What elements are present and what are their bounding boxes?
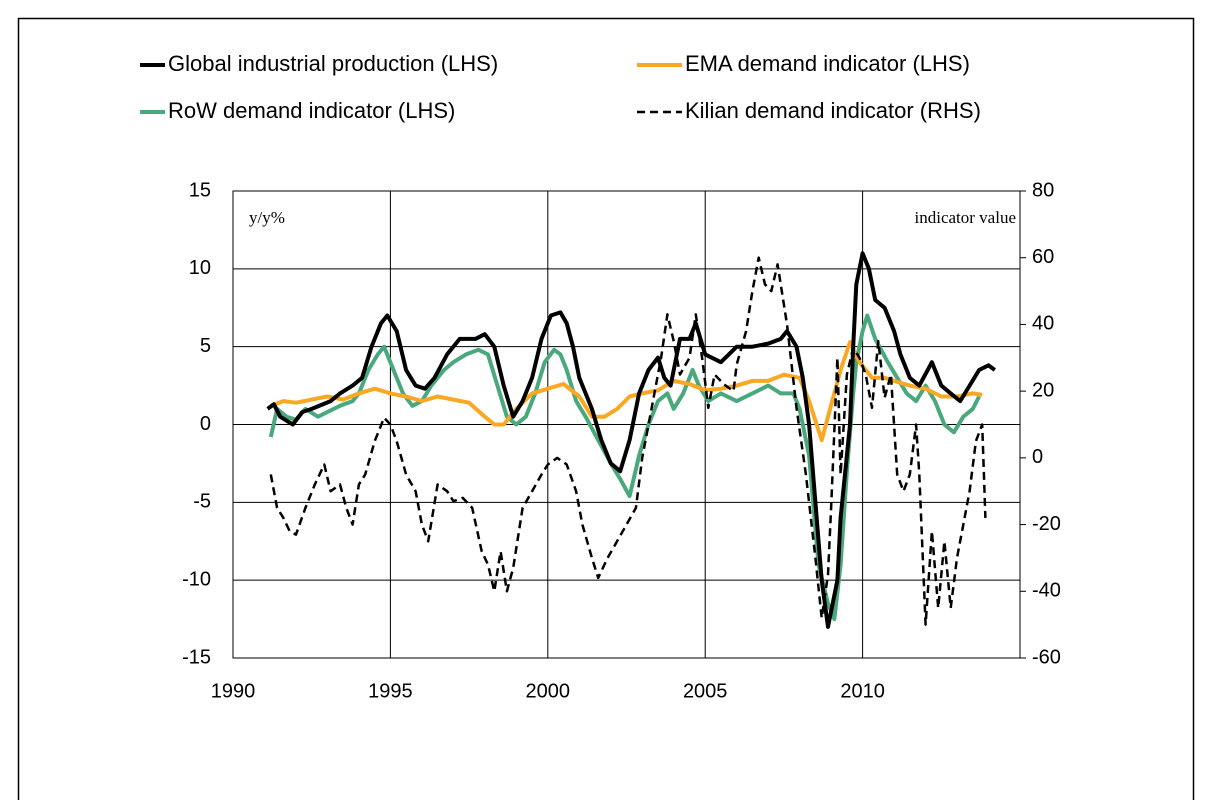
- y-tick-label: 15: [189, 179, 211, 201]
- y2-tick-label: 40: [1032, 313, 1054, 335]
- y-tick-label: -15: [182, 646, 211, 668]
- y2-axis-label: indicator value: [915, 208, 1017, 227]
- series-line: [270, 340, 983, 443]
- legend-label: Global industrial production (LHS): [168, 51, 498, 76]
- x-tick-label: 2010: [840, 680, 885, 702]
- series-line: [268, 313, 981, 622]
- legend-label: Kilian demand indicator (RHS): [685, 98, 981, 123]
- y-axis-label: y/y%: [249, 208, 285, 227]
- x-tick-label: 2005: [683, 680, 728, 702]
- series-line: [266, 251, 996, 629]
- frame: [17, 17, 1195, 800]
- x-tick-label: 1995: [368, 680, 413, 702]
- plot-border: [232, 190, 1021, 659]
- y2-tick-label: -60: [1032, 646, 1061, 668]
- y2-tick-label: 60: [1032, 246, 1054, 268]
- y2-tick-label: -20: [1032, 513, 1061, 535]
- x-tick-label: 1990: [211, 680, 256, 702]
- x-tick-label: 2000: [526, 680, 571, 702]
- y-tick-label: -5: [193, 491, 211, 513]
- legend-label: EMA demand indicator (LHS): [685, 51, 970, 76]
- series-line: [269, 256, 987, 626]
- legend-label: RoW demand indicator (LHS): [168, 98, 455, 123]
- y-tick-label: 10: [189, 257, 211, 279]
- y2-tick-label: -40: [1032, 580, 1061, 602]
- y2-tick-label: 80: [1032, 179, 1054, 201]
- y2-tick-label: 20: [1032, 379, 1054, 401]
- y-tick-label: 0: [200, 413, 211, 435]
- y-tick-label: 5: [200, 335, 211, 357]
- y-tick-label: -10: [182, 568, 211, 590]
- y2-tick-label: 0: [1032, 446, 1043, 468]
